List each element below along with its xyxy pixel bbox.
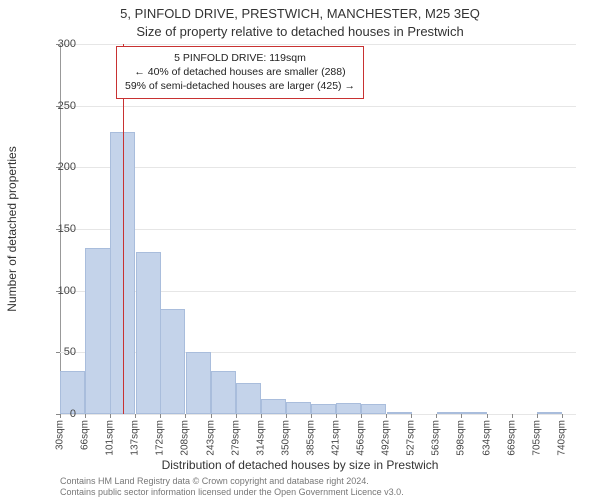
plot-area: 5 PINFOLD DRIVE: 119sqm← 40% of detached… xyxy=(60,44,576,414)
histogram-bar xyxy=(461,412,486,414)
x-tick-label: 314sqm xyxy=(255,420,266,456)
x-tick-mark xyxy=(135,414,136,418)
histogram-bar xyxy=(211,371,236,414)
x-tick-label: 669sqm xyxy=(506,420,517,456)
footer-line-1: Contains HM Land Registry data © Crown c… xyxy=(60,476,404,487)
x-tick-label: 243sqm xyxy=(205,420,216,456)
x-tick-label: 172sqm xyxy=(155,420,166,456)
x-tick-label: 740sqm xyxy=(556,420,567,456)
x-tick-mark xyxy=(185,414,186,418)
y-tick-mark xyxy=(56,167,60,168)
chart-title-sub: Size of property relative to detached ho… xyxy=(0,24,600,39)
chart-container: 5, PINFOLD DRIVE, PRESTWICH, MANCHESTER,… xyxy=(0,0,600,500)
y-tick-mark xyxy=(56,291,60,292)
y-tick-mark xyxy=(56,352,60,353)
x-tick-label: 492sqm xyxy=(381,420,392,456)
histogram-bar xyxy=(85,248,110,415)
y-tick-mark xyxy=(56,229,60,230)
x-tick-mark xyxy=(336,414,337,418)
x-tick-mark xyxy=(512,414,513,418)
x-tick-mark xyxy=(386,414,387,418)
histogram-bar xyxy=(160,309,185,414)
x-tick-mark xyxy=(286,414,287,418)
x-tick-label: 30sqm xyxy=(55,420,66,450)
x-tick-mark xyxy=(110,414,111,418)
x-tick-label: 137sqm xyxy=(130,420,141,456)
grid-line xyxy=(60,414,576,415)
x-tick-label: 101sqm xyxy=(105,420,116,456)
grid-line xyxy=(60,106,576,107)
x-tick-mark xyxy=(461,414,462,418)
histogram-bar xyxy=(537,412,562,414)
histogram-bar xyxy=(361,404,386,414)
histogram-bar xyxy=(286,402,311,414)
x-tick-mark xyxy=(261,414,262,418)
x-tick-label: 563sqm xyxy=(431,420,442,456)
x-tick-mark xyxy=(361,414,362,418)
x-tick-label: 421sqm xyxy=(331,420,342,456)
chart-footer: Contains HM Land Registry data © Crown c… xyxy=(60,476,404,498)
annotation-line-3: 59% of semi-detached houses are larger (… xyxy=(125,79,355,93)
x-tick-label: 634sqm xyxy=(481,420,492,456)
x-axis-label: Distribution of detached houses by size … xyxy=(0,458,600,472)
x-tick-label: 385sqm xyxy=(305,420,316,456)
grid-line xyxy=(60,229,576,230)
grid-line xyxy=(60,44,576,45)
histogram-bar xyxy=(336,403,361,414)
indicator-line xyxy=(123,44,124,414)
y-tick-mark xyxy=(56,44,60,45)
histogram-bar xyxy=(136,252,161,414)
x-tick-label: 66sqm xyxy=(80,420,91,450)
annotation-box: 5 PINFOLD DRIVE: 119sqm← 40% of detached… xyxy=(116,46,364,99)
grid-line xyxy=(60,167,576,168)
x-tick-mark xyxy=(211,414,212,418)
histogram-bar xyxy=(186,352,211,414)
histogram-bar xyxy=(236,383,261,414)
x-tick-mark xyxy=(160,414,161,418)
x-tick-label: 456sqm xyxy=(356,420,367,456)
histogram-bar xyxy=(311,404,336,414)
annotation-line-1: 5 PINFOLD DRIVE: 119sqm xyxy=(125,51,355,65)
footer-line-2: Contains public sector information licen… xyxy=(60,487,404,498)
x-tick-mark xyxy=(236,414,237,418)
x-tick-label: 279sqm xyxy=(230,420,241,456)
x-tick-label: 350sqm xyxy=(280,420,291,456)
histogram-bar xyxy=(387,412,412,414)
x-tick-mark xyxy=(537,414,538,418)
x-tick-mark xyxy=(436,414,437,418)
x-tick-mark xyxy=(411,414,412,418)
x-tick-mark xyxy=(562,414,563,418)
histogram-bar xyxy=(261,399,286,414)
y-tick-mark xyxy=(56,106,60,107)
x-tick-label: 705sqm xyxy=(531,420,542,456)
histogram-bar xyxy=(437,412,462,414)
x-tick-label: 598sqm xyxy=(456,420,467,456)
x-tick-label: 527sqm xyxy=(406,420,417,456)
x-tick-label: 208sqm xyxy=(180,420,191,456)
x-tick-mark xyxy=(487,414,488,418)
y-axis-label: Number of detached properties xyxy=(5,146,19,311)
x-tick-mark xyxy=(60,414,61,418)
chart-title-main: 5, PINFOLD DRIVE, PRESTWICH, MANCHESTER,… xyxy=(0,6,600,21)
annotation-line-2: ← 40% of detached houses are smaller (28… xyxy=(125,65,355,79)
x-tick-mark xyxy=(311,414,312,418)
x-tick-mark xyxy=(85,414,86,418)
